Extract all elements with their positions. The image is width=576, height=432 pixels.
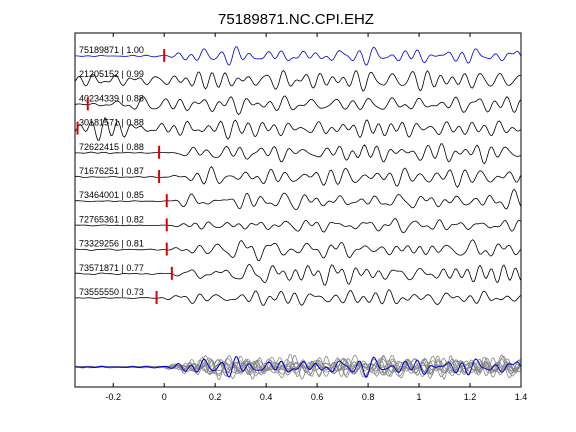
trace-label: 73555550 | 0.73 xyxy=(79,287,144,297)
trace-label: 72622415 | 0.88 xyxy=(79,142,144,152)
x-tick-label: 0 xyxy=(162,392,167,402)
x-tick-label: -0.2 xyxy=(105,392,121,402)
x-tick-label: 1.4 xyxy=(515,392,528,402)
trace-label: 30181571 | 0.88 xyxy=(79,118,144,128)
trace-line xyxy=(75,46,521,66)
trace-line xyxy=(74,143,521,165)
trace-label: 73329256 | 0.81 xyxy=(79,239,144,249)
x-tick-label: 1 xyxy=(417,392,422,402)
trace-line xyxy=(74,95,521,116)
trace-label: 72765361 | 0.82 xyxy=(79,214,144,224)
trace-line xyxy=(75,218,521,234)
x-tick-label: 0.2 xyxy=(209,392,222,402)
plot-area: -0.2 0 0.2 0.4 0.6 0.8 1 1.2 1.4 75189871 | 1.00 2… xyxy=(74,32,528,402)
trace-line xyxy=(74,116,521,142)
trace-line xyxy=(74,188,521,211)
x-tick-label: 0.6 xyxy=(311,392,324,402)
trace-label: 21205152 | 0.99 xyxy=(79,69,144,79)
x-tick-label: 1.2 xyxy=(464,392,477,402)
trace-line xyxy=(74,289,521,306)
chart-title: 75189871.NC.CPI.EHZ xyxy=(218,11,374,28)
trace-label: 73571871 | 0.77 xyxy=(79,263,144,273)
overlay-reference-trace xyxy=(74,356,521,379)
trace-line xyxy=(74,263,521,286)
trace-line xyxy=(74,69,521,92)
trace-line xyxy=(74,239,521,262)
trace-label: 73464001 | 0.85 xyxy=(79,190,144,200)
trace-label: 71676251 | 0.87 xyxy=(79,166,144,176)
trace-label: 75189871 | 1.00 xyxy=(79,45,144,55)
x-tick-label: 0.8 xyxy=(362,392,375,402)
trace-label: 40234339 | 0.88 xyxy=(79,93,144,103)
axes-box xyxy=(74,32,522,388)
x-tick-label: 0.4 xyxy=(260,392,273,402)
trace-line xyxy=(74,166,521,188)
